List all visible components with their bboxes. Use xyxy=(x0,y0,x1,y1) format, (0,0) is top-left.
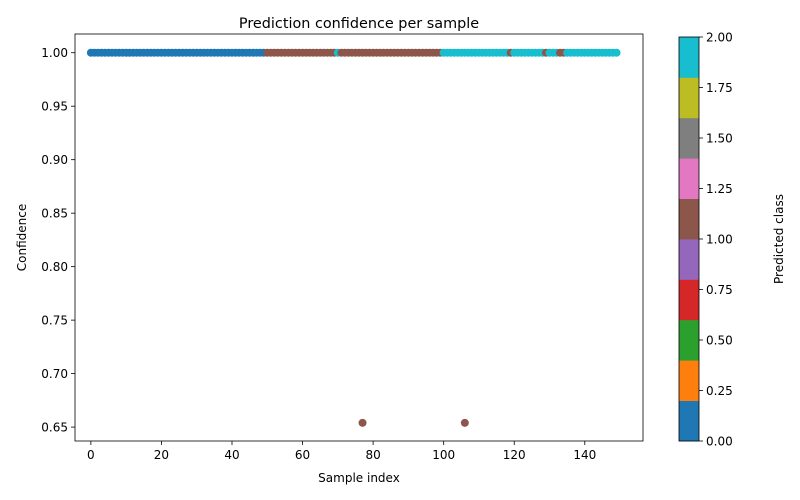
x-tick-label: 0 xyxy=(87,448,95,462)
colorbar-ticks: 0.00 0.25 0.50 0.75 1.00 1.25 1.50 1.75 2.00 xyxy=(699,30,733,448)
y-axis-ticks: 0.65 0.70 0.75 0.80 0.85 0.90 0.95 1.00 xyxy=(41,46,75,434)
y-axis-label: Confidence xyxy=(15,204,29,271)
x-tick-label: 100 xyxy=(432,448,455,462)
colorbar-segment xyxy=(679,279,699,321)
colorbar-segment xyxy=(679,198,699,240)
y-tick-label: 0.65 xyxy=(41,420,68,434)
colorbar-segment xyxy=(679,77,699,119)
y-tick-label: 1.00 xyxy=(41,46,68,60)
data-point-low-confidence xyxy=(358,418,367,427)
colorbar-tick-label: 2.00 xyxy=(706,30,733,44)
colorbar-tick-label: 0.50 xyxy=(706,333,733,347)
y-tick-label: 0.85 xyxy=(41,206,68,220)
colorbar-tick-label: 0.00 xyxy=(706,434,733,448)
x-axis-label: Sample index xyxy=(318,471,400,485)
data-point-low-confidence xyxy=(460,418,469,427)
colorbar-tick-label: 1.50 xyxy=(706,131,733,145)
y-tick-label: 0.80 xyxy=(41,260,68,274)
colorbar-label: Predicted class xyxy=(772,194,786,284)
colorbar-segment xyxy=(679,400,699,442)
y-tick-label: 0.90 xyxy=(41,153,68,167)
x-tick-label: 20 xyxy=(154,448,169,462)
x-tick-label: 80 xyxy=(365,448,380,462)
colorbar-tick-label: 1.75 xyxy=(706,81,733,95)
colorbar-tick-label: 0.75 xyxy=(706,283,733,297)
data-point xyxy=(612,48,621,57)
chart-title: Prediction confidence per sample xyxy=(239,16,479,32)
colorbar-segment xyxy=(679,360,699,401)
x-axis-ticks: 0 20 40 60 80 100 120 140 xyxy=(87,441,596,462)
data-points xyxy=(86,48,621,427)
x-tick-label: 120 xyxy=(503,448,526,462)
x-tick-label: 60 xyxy=(295,448,310,462)
colorbar-tick-label: 1.25 xyxy=(706,182,733,196)
x-tick-label: 140 xyxy=(573,448,596,462)
colorbar-tick-label: 1.00 xyxy=(706,232,733,246)
plot-frame xyxy=(74,33,644,442)
colorbar-segment xyxy=(679,319,699,361)
colorbar-segment xyxy=(679,37,699,78)
y-tick-label: 0.70 xyxy=(41,367,68,381)
colorbar-segment xyxy=(679,117,699,159)
colorbar xyxy=(679,37,699,442)
colorbar-tick-label: 0.25 xyxy=(706,384,733,398)
x-tick-label: 40 xyxy=(224,448,239,462)
colorbar-segment xyxy=(679,239,699,280)
y-tick-label: 0.75 xyxy=(41,313,68,327)
y-tick-label: 0.95 xyxy=(41,100,68,114)
colorbar-segment xyxy=(679,158,699,199)
